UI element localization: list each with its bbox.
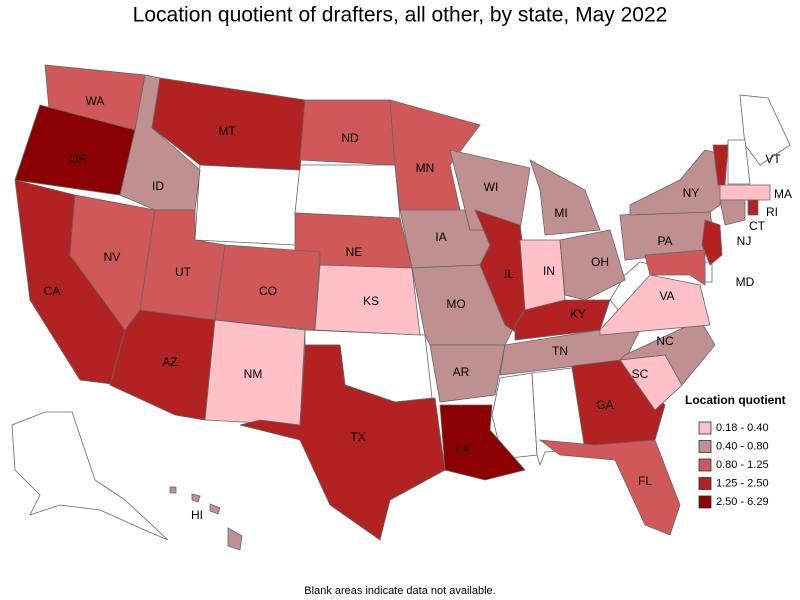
state-label: CA	[44, 284, 61, 298]
state-label: NM	[244, 367, 263, 381]
state-label: IA	[435, 230, 446, 244]
state-shape	[194, 164, 301, 246]
state-label: MA	[774, 187, 792, 201]
state-shape	[514, 299, 611, 341]
legend-swatch	[698, 495, 712, 509]
state-shape	[559, 229, 626, 301]
state-shape	[191, 493, 201, 503]
state-label: KS	[363, 294, 379, 308]
state-label: MT	[218, 124, 236, 138]
state-label: AR	[453, 365, 470, 379]
state-shape	[11, 411, 169, 541]
state-label: NJ	[737, 234, 752, 248]
state-label: MI	[554, 206, 567, 220]
state-label: NY	[683, 186, 700, 200]
state-shape	[704, 261, 713, 283]
state-label: NC	[656, 334, 674, 348]
state-shape	[169, 486, 177, 494]
map-title: Location quotient of drafters, all other…	[133, 4, 668, 27]
state-shape	[227, 527, 243, 551]
state-label: VT	[765, 152, 781, 166]
state-shape	[747, 199, 759, 216]
state-shape	[529, 159, 601, 236]
legend-label: 0.80 - 1.25	[716, 459, 769, 471]
legend-label: 1.25 - 2.50	[716, 477, 769, 489]
state-label: ID	[152, 179, 164, 193]
state-shape	[719, 199, 746, 226]
state-shape	[239, 344, 446, 541]
state-shape	[294, 164, 401, 219]
state-label: UT	[175, 265, 192, 279]
state-label: VA	[659, 289, 674, 303]
state-shape	[429, 344, 506, 403]
state-label: MO	[446, 297, 465, 311]
state-label: PA	[657, 234, 672, 248]
state-label: RI	[766, 205, 778, 219]
state-label: WA	[86, 94, 105, 108]
state-shape	[314, 264, 421, 336]
state-shape	[538, 439, 681, 536]
legend-swatch	[698, 421, 712, 435]
state-label: KY	[570, 307, 586, 321]
state-label: LA	[456, 442, 471, 456]
state-shape	[499, 329, 641, 376]
state-label: ND	[341, 131, 359, 145]
state-shape	[599, 274, 711, 336]
state-shape	[739, 94, 791, 166]
legend-label: 0.40 - 0.80	[716, 440, 769, 452]
state-shape	[209, 503, 221, 515]
state-shape	[719, 184, 771, 201]
state-label: GA	[596, 398, 613, 412]
state-label: MN	[416, 161, 435, 175]
legend-title: Location quotient	[685, 393, 786, 407]
state-label: IL	[504, 267, 514, 281]
state-label: NV	[104, 250, 121, 264]
state-label: MD	[736, 275, 755, 289]
state-label: IN	[543, 264, 555, 278]
legend-label: 0.18 - 0.40	[716, 422, 769, 434]
state-shape	[474, 209, 531, 336]
legend-swatch	[698, 458, 712, 472]
state-label: OR	[69, 152, 87, 166]
legend-label: 2.50 - 6.29	[716, 496, 769, 508]
state-label: OH	[591, 255, 609, 269]
state-label: FL	[638, 474, 652, 488]
legend-swatch	[698, 477, 712, 490]
state-shape	[439, 404, 526, 481]
state-shape	[644, 249, 706, 286]
state-label: TX	[350, 430, 365, 444]
state-label: WI	[484, 180, 499, 194]
footnote: Blank areas indicate data not available.	[304, 585, 495, 597]
legend: Location quotient 0.18 - 0.40 0.40 - 0.80…	[685, 393, 786, 509]
state-label: HI	[191, 508, 203, 522]
legend-swatch	[698, 440, 712, 453]
state-label: CO	[259, 284, 277, 298]
state-label: NE	[346, 245, 363, 259]
state-label: SC	[632, 367, 649, 381]
state-shape	[727, 139, 751, 185]
state-label: AZ	[162, 355, 177, 369]
state-label: CT	[749, 219, 766, 233]
state-shape	[701, 219, 723, 266]
state-label: TN	[552, 344, 568, 358]
states: WA OR CA NV ID MT UT AZ CO NM ND NE KS TX MN IA MO AR LA WI…	[14, 64, 792, 551]
state-shape	[629, 149, 726, 216]
state-shape	[151, 77, 306, 171]
